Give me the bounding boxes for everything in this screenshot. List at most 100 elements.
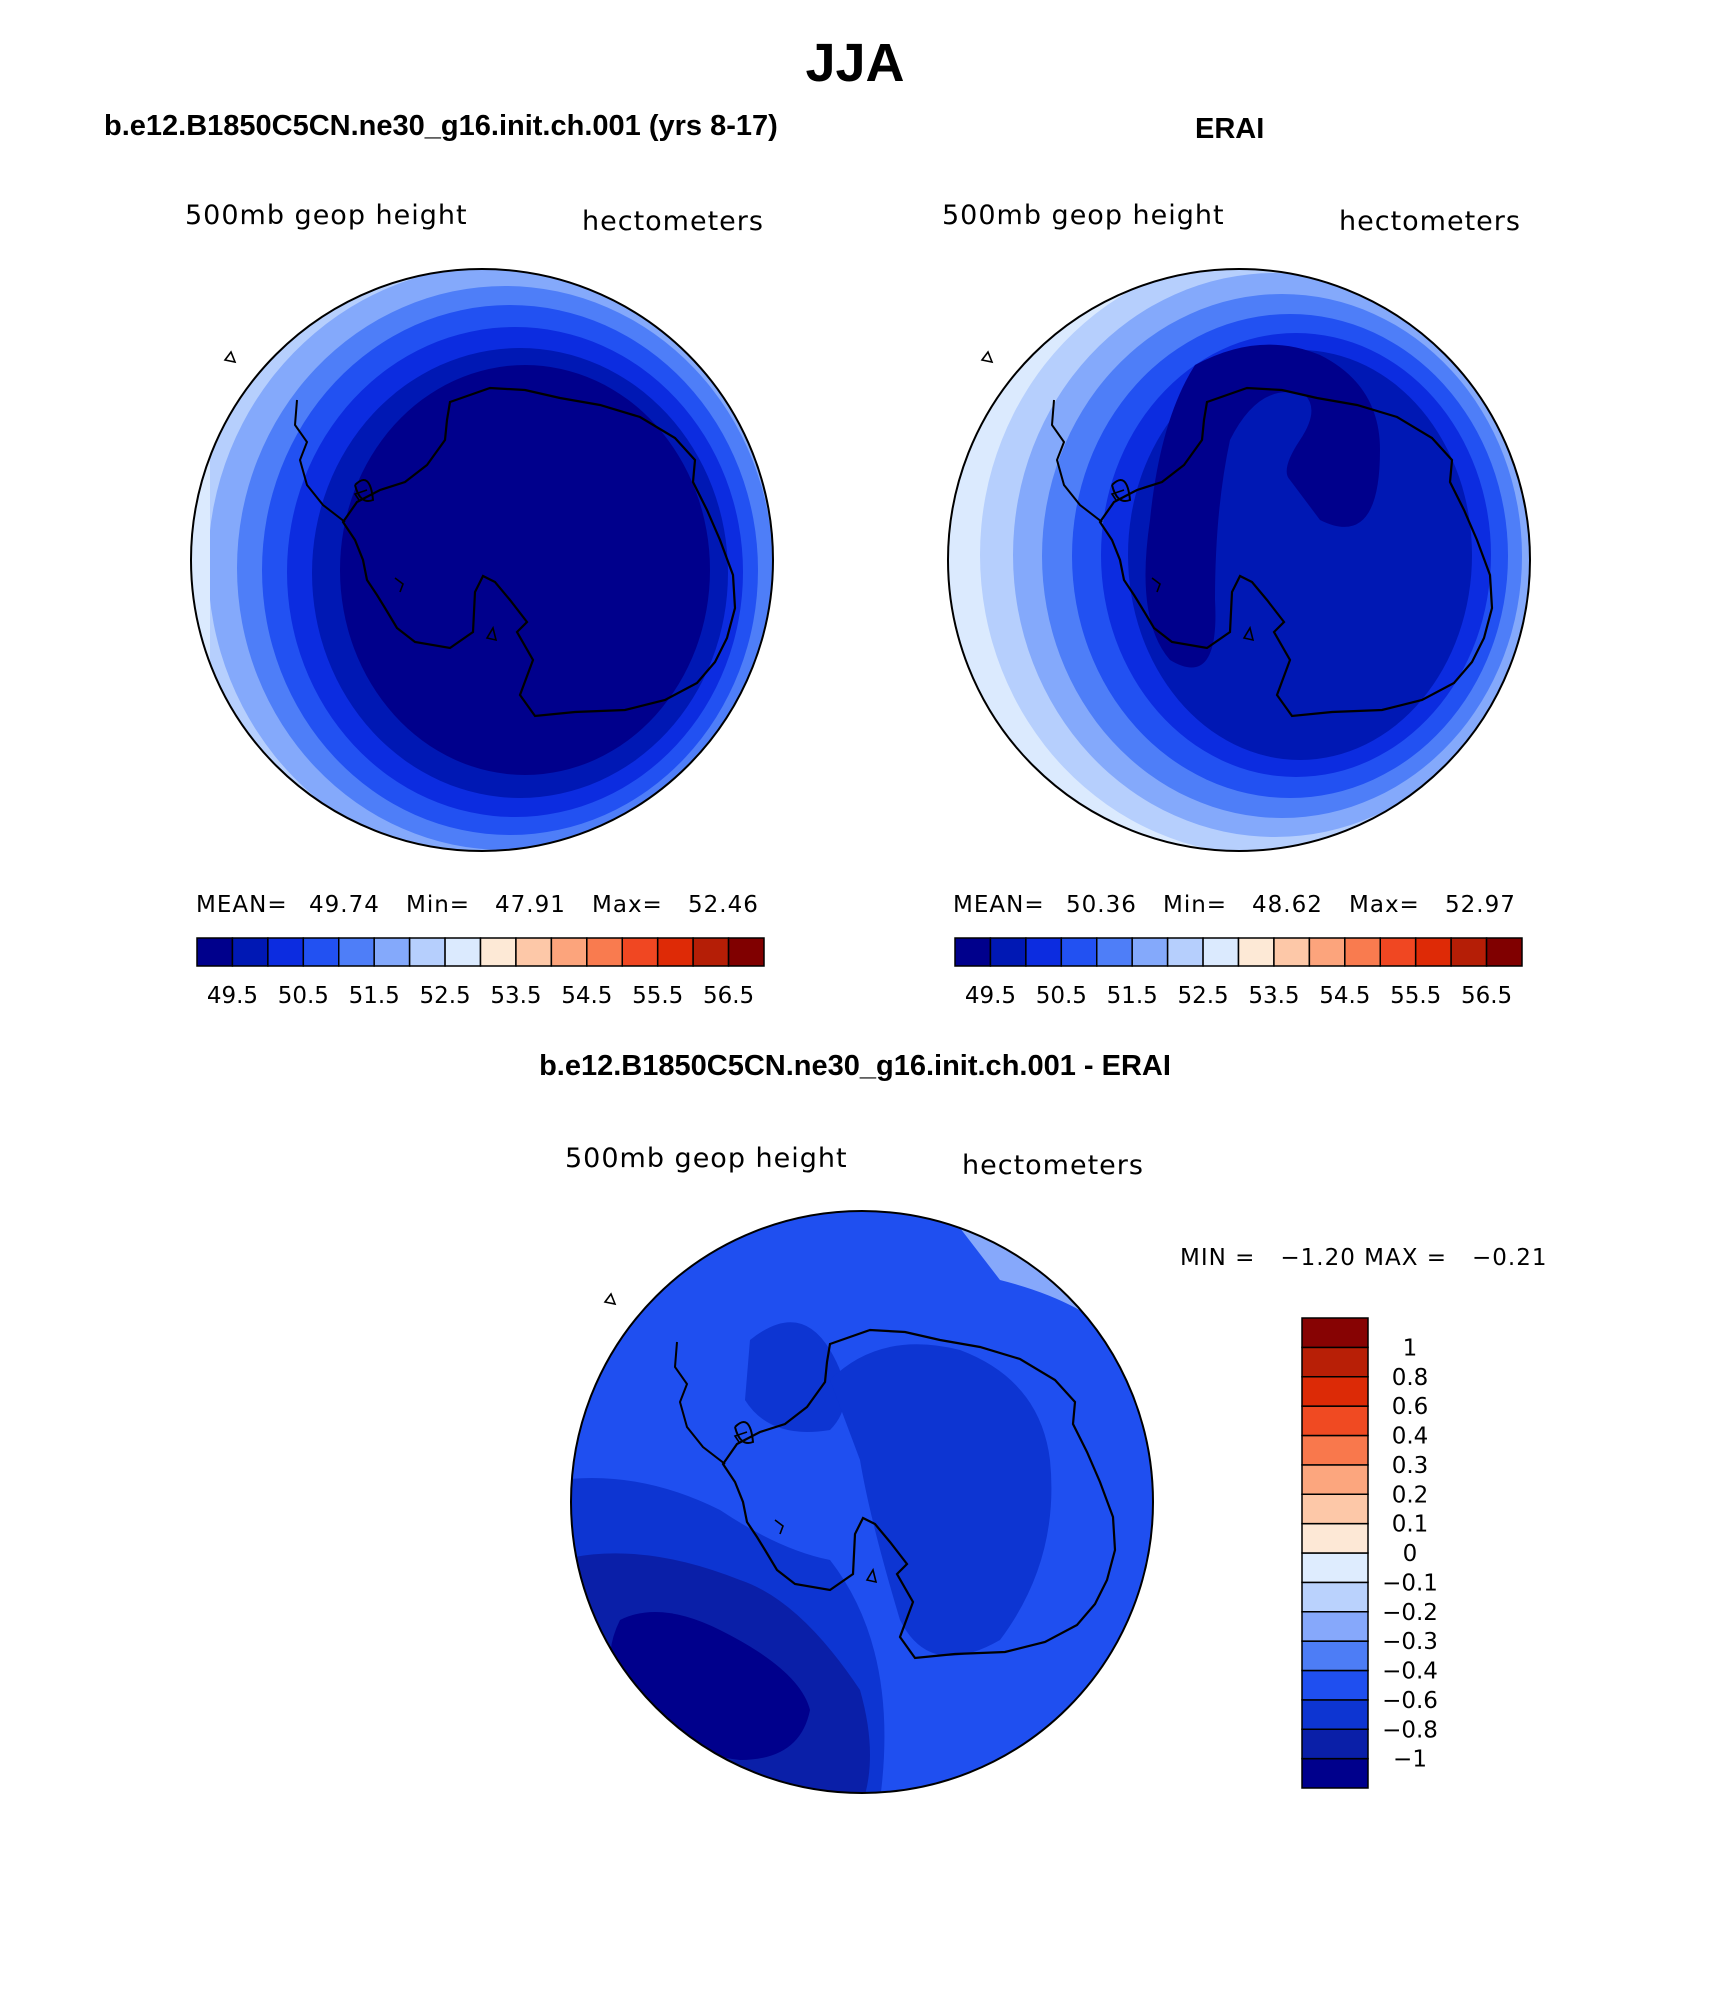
diff-colorbar-tick-label: 0.4: [1392, 1424, 1429, 1450]
diff-colorbar-box: [1301, 1376, 1369, 1407]
diff-colorbar-tick-label: 0.6: [1392, 1394, 1429, 1420]
model-units-label: hectometers: [582, 206, 764, 237]
model-colorbar-box: [479, 937, 517, 967]
model-colorbar-tick-label: 52.5: [419, 983, 470, 1009]
diff-colorbar-box: [1301, 1522, 1369, 1554]
obs-colorbar-box: [1450, 937, 1488, 967]
model-colorbar-box: [267, 937, 305, 967]
diff-colorbar-box: [1301, 1640, 1369, 1672]
obs-colorbar-box: [1273, 937, 1311, 967]
model-colorbar-tick-label: 53.5: [490, 983, 541, 1009]
diff-colorbar-box: [1301, 1757, 1369, 1789]
model-max-value: 52.46: [688, 892, 759, 918]
diff-colorbar-tick-label: −0.4: [1382, 1659, 1438, 1685]
obs-colorbar-tick-label: 53.5: [1248, 983, 1299, 1009]
model-colorbar-box: [338, 937, 375, 967]
model-variable-label: 500mb geop height: [185, 200, 468, 231]
diff-colorbar-tick-label: 0.3: [1392, 1453, 1429, 1479]
model-colorbar-tick-label: 55.5: [632, 983, 683, 1009]
diff-colorbar-box: [1301, 1669, 1369, 1701]
obs-colorbar-box: [1414, 937, 1452, 967]
model-colorbar-box: [231, 937, 269, 967]
model-colorbar-box: [656, 937, 694, 967]
model-colorbar-box: [373, 937, 411, 967]
obs-colorbar-tick-label: 52.5: [1177, 983, 1228, 1009]
obs-colorbar-box: [1131, 937, 1169, 967]
model-min-label: Min=: [406, 892, 471, 918]
diff-colorbar-box: [1301, 1552, 1369, 1584]
obs-colorbar-tick-label: 51.5: [1107, 983, 1158, 1009]
model-min-value: 47.91: [495, 892, 566, 918]
model-colorbar-tick-label: 56.5: [703, 983, 754, 1009]
diff-colorbar-box: [1301, 1434, 1369, 1466]
obs-colorbar-box: [1166, 937, 1204, 967]
diff-colorbar-box: [1301, 1699, 1369, 1730]
diff-colorbar-box: [1301, 1581, 1369, 1613]
diff-colorbar-tick-label: −0.6: [1382, 1688, 1438, 1714]
model-max-label: Max=: [592, 892, 663, 918]
diff-colorbar-tick-label: −1: [1393, 1747, 1427, 1773]
obs-colorbar-box: [1344, 937, 1381, 967]
obs-colorbar-tick-label: 54.5: [1319, 983, 1370, 1009]
model-colorbar-box: [550, 937, 588, 967]
model-map: [190, 268, 774, 852]
obs-max-label: Max=: [1349, 892, 1420, 918]
obs-colorbar: 49.5 50.5 51.5 52.5 53.5 54.5 55.5 56.5: [954, 937, 1523, 1009]
obs-colorbar-box: [1202, 937, 1240, 967]
obs-colorbar-tick-label: 49.5: [965, 983, 1016, 1009]
diff-colorbar: −1 −0.8 −0.6 −0.4 −0.3 −0.2 −0.1 0 0.1 0.2 0.3 0.4 0…: [1301, 1317, 1438, 1789]
diff-colorbar-box: [1301, 1611, 1369, 1642]
obs-variable-label: 500mb geop height: [942, 200, 1225, 231]
model-colorbar-box: [692, 937, 730, 967]
model-colorbar: 49.5 50.5 51.5 52.5 53.5 54.5 55.5 56.5: [196, 937, 765, 1009]
obs-colorbar-box: [1237, 937, 1275, 967]
obs-colorbar-box: [1379, 937, 1417, 967]
diff-units-label: hectometers: [962, 1150, 1144, 1181]
obs-max-value: 52.97: [1445, 892, 1516, 918]
obs-colorbar-tick-label: 50.5: [1036, 983, 1087, 1009]
diff-map: [570, 1210, 1154, 1794]
diff-colorbar-box: [1301, 1464, 1369, 1495]
obs-mean-label: MEAN=: [953, 892, 1045, 918]
obs-colorbar-tick-label: 55.5: [1390, 983, 1441, 1009]
diff-colorbar-tick-label: −0.3: [1382, 1629, 1438, 1655]
model-colorbar-box: [727, 937, 765, 967]
model-panel-title: b.e12.B1850C5CN.ne30_g16.init.ch.001 (yr…: [104, 110, 778, 142]
diff-variable-label: 500mb geop height: [565, 1143, 848, 1174]
diff-colorbar-box: [1301, 1493, 1369, 1525]
diff-minmax-label: MIN = −1.20 MAX = −0.21: [1180, 1245, 1548, 1271]
model-colorbar-tick-label: 49.5: [207, 983, 258, 1009]
obs-colorbar-box: [1060, 937, 1098, 967]
diff-colorbar-tick-label: 0.1: [1392, 1512, 1429, 1538]
obs-colorbar-box: [954, 937, 992, 967]
model-mean-label: MEAN=: [196, 892, 288, 918]
model-colorbar-box: [444, 937, 482, 967]
diff-colorbar-tick-label: −0.8: [1382, 1717, 1438, 1743]
obs-map: [947, 268, 1531, 852]
diff-colorbar-box: [1301, 1317, 1369, 1349]
model-mean-value: 49.74: [309, 892, 380, 918]
obs-min-value: 48.62: [1252, 892, 1323, 918]
diff-colorbar-tick-label: 1: [1403, 1335, 1418, 1361]
model-colorbar-box: [408, 937, 446, 967]
obs-mean-value: 50.36: [1066, 892, 1137, 918]
obs-colorbar-box: [1096, 937, 1133, 967]
obs-colorbar-tick-label: 56.5: [1461, 983, 1512, 1009]
model-colorbar-box: [621, 937, 659, 967]
figure-title: JJA: [805, 33, 905, 93]
model-colorbar-box: [586, 937, 623, 967]
diff-colorbar-tick-label: 0: [1403, 1541, 1418, 1567]
diff-colorbar-box: [1301, 1728, 1369, 1760]
diff-colorbar-tick-label: −0.2: [1382, 1600, 1438, 1626]
model-colorbar-tick-label: 51.5: [349, 983, 400, 1009]
diff-panel-title: b.e12.B1850C5CN.ne30_g16.init.ch.001 - E…: [539, 1050, 1171, 1082]
model-colorbar-tick-label: 50.5: [278, 983, 329, 1009]
obs-colorbar-box: [1025, 937, 1063, 967]
obs-min-label: Min=: [1163, 892, 1228, 918]
diff-colorbar-tick-label: −0.1: [1382, 1570, 1438, 1596]
obs-units-label: hectometers: [1339, 206, 1521, 237]
diff-colorbar-box: [1301, 1405, 1369, 1437]
obs-colorbar-box: [1485, 937, 1523, 967]
diff-colorbar-tick-label: 0.8: [1392, 1365, 1429, 1391]
